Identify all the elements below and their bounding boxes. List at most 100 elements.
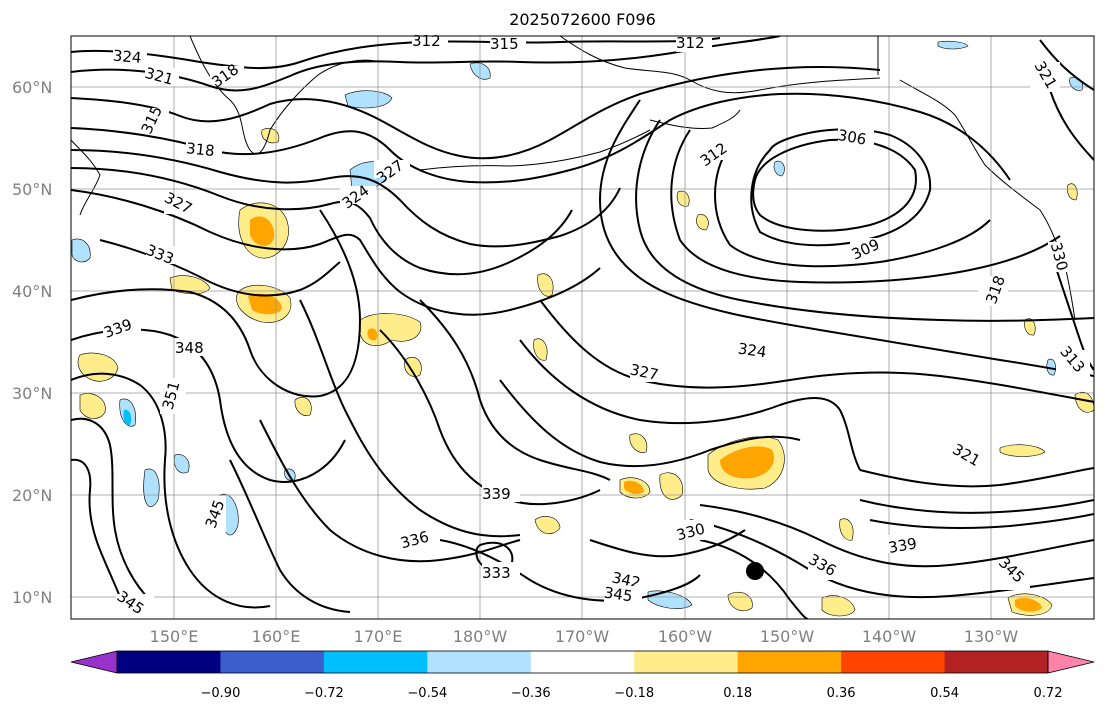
colorbar-extend-low [70,650,118,674]
neg-patch [143,468,160,507]
contour-label: 315 [490,35,519,53]
pos-patch [1074,391,1094,413]
colorbar-cell [220,651,325,673]
pos-patch [696,214,709,231]
contour-label: 318 [185,139,215,160]
contour-lines [71,36,1094,619]
colorbar-cell [427,651,532,673]
contour-line [635,119,1094,322]
contour-label: 333 [482,564,511,582]
latitude-labels: 60°N 50°N 40°N 30°N 20°N 10°N [12,78,52,607]
contour-label: 327 [628,360,660,384]
lat-label: 20°N [12,486,52,505]
colorbar-tick-label: −0.90 [201,686,241,701]
contour-line [1049,89,1094,161]
colorbar-tick-label: 0.54 [930,686,959,701]
colorbar-tick-label: −0.36 [511,686,551,701]
colorbar: −0.90 −0.72 −0.54 −0.36 −0.18 0.18 0.36 0.54 0.7… [70,650,1095,701]
alaska-coast [559,36,881,94]
contour-line [589,529,746,558]
lat-label: 30°N [12,384,52,403]
colorbar-extend-high [1047,650,1095,674]
lon-label: 170°E [354,627,403,646]
storm-center-dot [746,562,764,580]
contour-line [1039,39,1094,91]
lat-label: 10°N [12,588,52,607]
contour-line [299,299,521,538]
neg-patch [123,409,132,426]
contour-line [71,372,271,609]
aleutians [419,129,651,171]
pos-patch [537,273,554,297]
lon-label: 170°W [555,627,610,646]
colorbar-cell [944,651,1049,673]
contour-line [869,513,1094,529]
contour-line [598,99,1094,377]
contour-line [71,209,362,398]
pos-patch [1015,597,1042,612]
contour-line [71,66,881,160]
longitude-labels: 150°E 160°E 170°E 180°W 170°W 160°W 150°… [150,627,1019,646]
pos-patch [533,338,548,361]
colorbar-frame [116,650,1049,674]
map-title: 2025072600 F096 [509,10,656,29]
colorbar-cell [530,651,635,673]
colorbar-tick-label: 0.18 [723,686,752,701]
colorbar-cell [737,651,842,673]
pos-patch [999,444,1046,457]
colorbar-cell [323,651,428,673]
contour-line [379,329,601,506]
contour-line [71,37,721,70]
map-frame [70,35,1095,620]
pos-patch [1067,183,1078,201]
contour-line [71,189,601,316]
pos-patch [248,293,282,315]
colorbar-cell [117,651,221,673]
alaska-peninsula [649,109,741,129]
contour-line [699,539,809,619]
contour-line [71,167,573,276]
pos-patch [79,393,106,419]
colorbar-tick-label: −0.72 [304,686,344,701]
contour-label: 324 [737,340,768,362]
contour-line [439,539,701,602]
pos-patch [534,516,561,535]
contour-line [259,419,521,563]
pos-patch [250,216,275,246]
contour-label: 324 [112,47,142,67]
contour-line [519,339,861,471]
contour-line [499,379,801,468]
colorbar-cell [841,651,946,673]
contour-line [419,299,611,481]
lon-label: 130°W [964,627,1019,646]
contour-line [71,92,1011,184]
contour-label: 345 [603,584,634,606]
neg-patch [71,238,91,263]
contour-line [539,299,1094,403]
pos-patch [404,356,422,377]
contour-line [752,138,917,232]
contour-label: 348 [175,339,204,357]
contour-label: 312 [412,32,441,50]
neg-patch [937,40,969,50]
contour-line [71,417,151,601]
contour-line [714,144,991,268]
lon-label: 180°W [453,627,508,646]
pos-patch [821,595,856,617]
contour-line [859,467,1094,488]
asia-coast [71,139,101,216]
pos-patch [629,433,648,453]
pos-patch [294,396,312,416]
pos-patch [676,190,690,207]
neg-patch [647,590,693,609]
contour-label: 339 [482,485,511,503]
lon-label: 150°E [150,627,199,646]
contour-line [670,129,1061,284]
pos-patch [169,275,211,295]
contour-label: 306 [836,126,867,149]
lat-label: 50°N [12,180,52,199]
colorbar-tick-label: 0.36 [827,686,856,701]
contour-label: 312 [676,34,705,52]
colorbar-tick-label: −0.18 [614,686,654,701]
